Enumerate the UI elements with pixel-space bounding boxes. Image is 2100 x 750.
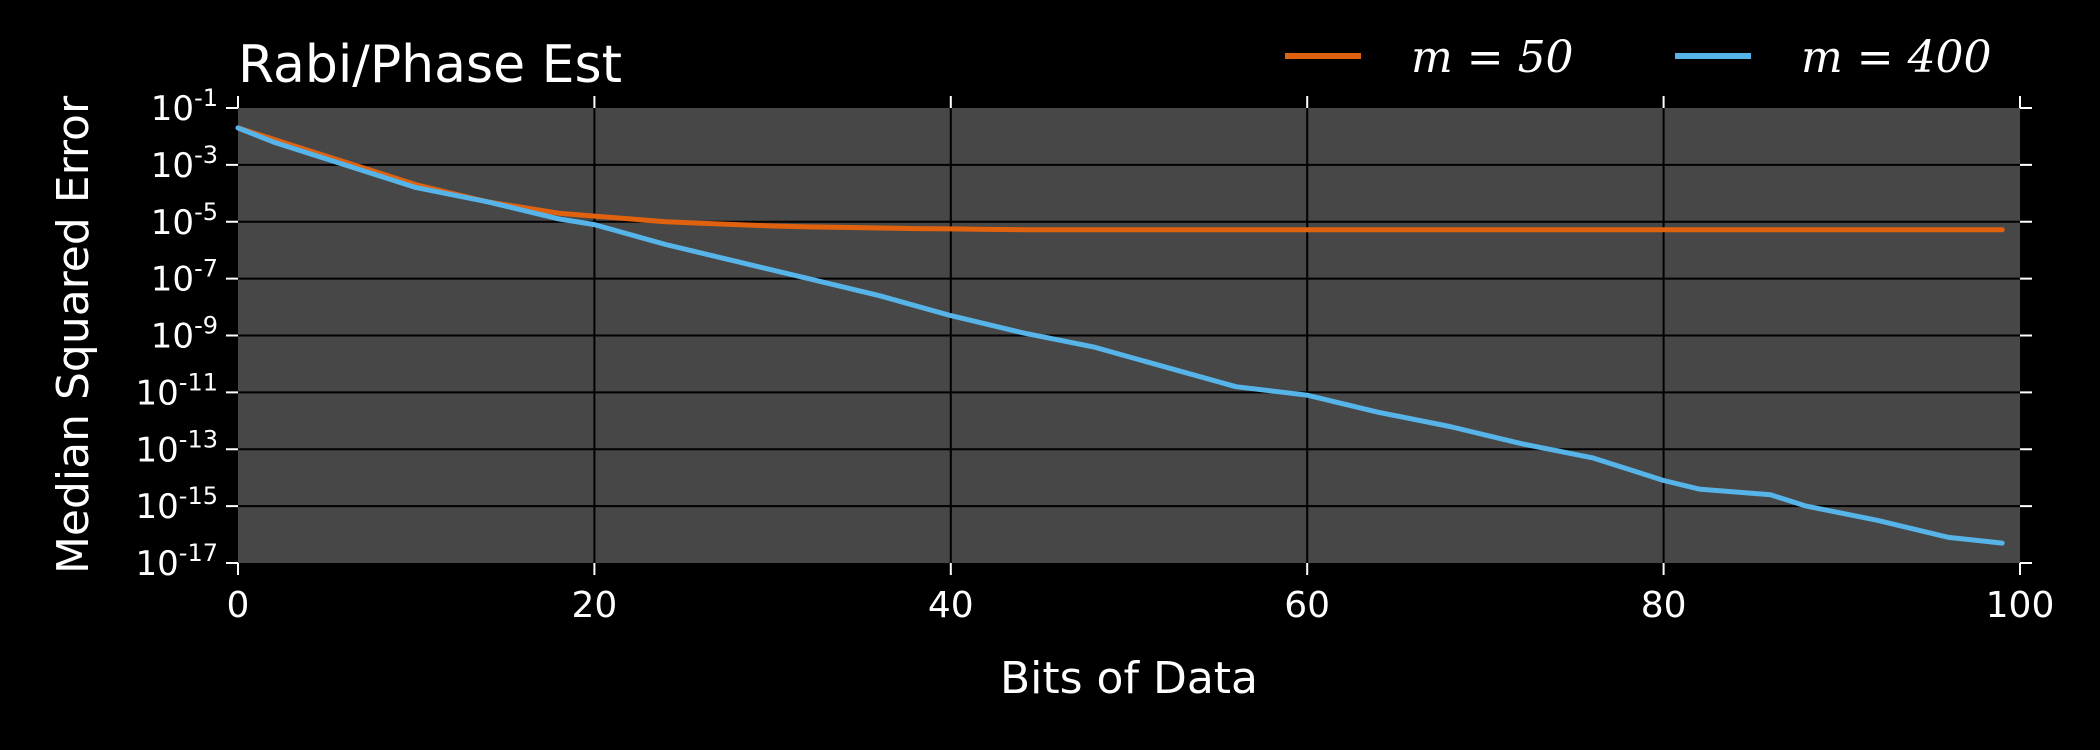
x-axis-label: Bits of Data xyxy=(1000,653,1258,704)
grid-lines xyxy=(238,108,2020,563)
y-tick-label: 10-15 xyxy=(136,482,218,527)
chart-title: Rabi/Phase Est xyxy=(238,35,622,95)
x-tick-label: 20 xyxy=(571,585,617,626)
y-tick-label: 10-11 xyxy=(136,368,218,413)
x-tick-label: 80 xyxy=(1641,585,1687,626)
series-line-1 xyxy=(235,125,2005,546)
x-tick-label: 40 xyxy=(928,585,974,626)
x-tick-label: 100 xyxy=(1986,585,2055,626)
y-tick-label: 10-5 xyxy=(151,198,218,243)
axis-ticks: 0 20 40 60 80 100 10-1 10-3 10-5 10-7 10-9 10-11 10-… xyxy=(136,84,2055,626)
legend-label-1: m = 400 xyxy=(1801,32,1992,83)
y-tick-label: 10-3 xyxy=(151,141,218,186)
y-tick-label: 10-9 xyxy=(151,312,218,357)
y-axis-label: Median Squared Error xyxy=(48,95,99,574)
legend-label-0: m = 50 xyxy=(1411,32,1574,83)
series-line-0 xyxy=(235,125,2005,233)
y-tick-label: 10-17 xyxy=(136,539,218,584)
legend: m = 50 m = 400 xyxy=(1285,32,1992,83)
x-tick-label: 0 xyxy=(227,585,250,626)
y-tick-label: 10-1 xyxy=(151,84,218,129)
x-tick-label: 60 xyxy=(1284,585,1330,626)
y-tick-label: 10-13 xyxy=(136,425,218,470)
series-lines xyxy=(235,125,2005,546)
y-tick-label: 10-7 xyxy=(151,255,218,300)
